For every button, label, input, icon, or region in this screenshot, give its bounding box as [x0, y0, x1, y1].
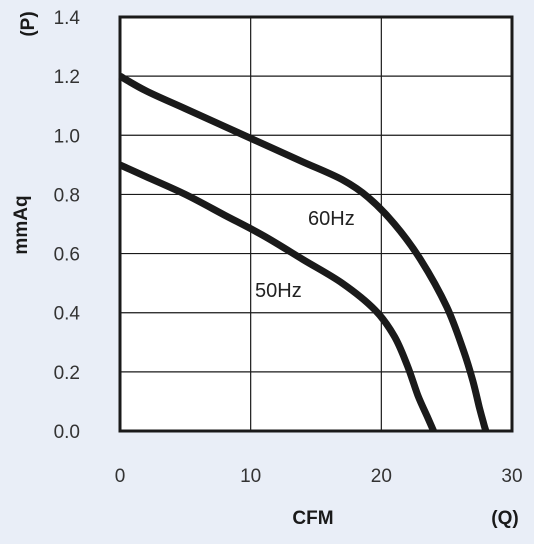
x-tick-label: 0 — [115, 466, 126, 487]
y-axis-unit: (P) — [18, 11, 39, 36]
y-axis-label: mmAq — [11, 195, 32, 254]
y-tick-label: 1.2 — [54, 67, 80, 88]
series-line-50hz — [118, 161, 437, 433]
x-axis-unit: (Q) — [491, 508, 518, 529]
y-tick-label: 1.4 — [54, 8, 81, 29]
curve-layer — [118, 73, 490, 433]
plot-area — [120, 17, 512, 431]
y-tick-label: 1.0 — [54, 126, 80, 147]
series-label-50hz: 50Hz — [255, 280, 302, 302]
x-tick-label: 10 — [240, 466, 261, 487]
y-tick-label: 0.2 — [54, 363, 80, 384]
plot-frame — [118, 15, 514, 433]
series-label-60hz: 60Hz — [308, 208, 355, 230]
y-tick-label: 0.0 — [54, 422, 80, 443]
x-tick-label: 20 — [371, 466, 392, 487]
y-tick-label: 0.8 — [54, 185, 80, 206]
y-tick-label: 0.4 — [54, 304, 81, 325]
series-line-60hz — [118, 73, 490, 433]
y-tick-label: 0.6 — [54, 245, 80, 266]
x-tick-label: 30 — [501, 466, 522, 487]
x-axis-label: CFM — [292, 508, 333, 529]
tick-labels: 0 10 20 30 0.0 0.2 0.4 0.6 0.8 1.0 1.2 1.4 — [54, 8, 523, 487]
